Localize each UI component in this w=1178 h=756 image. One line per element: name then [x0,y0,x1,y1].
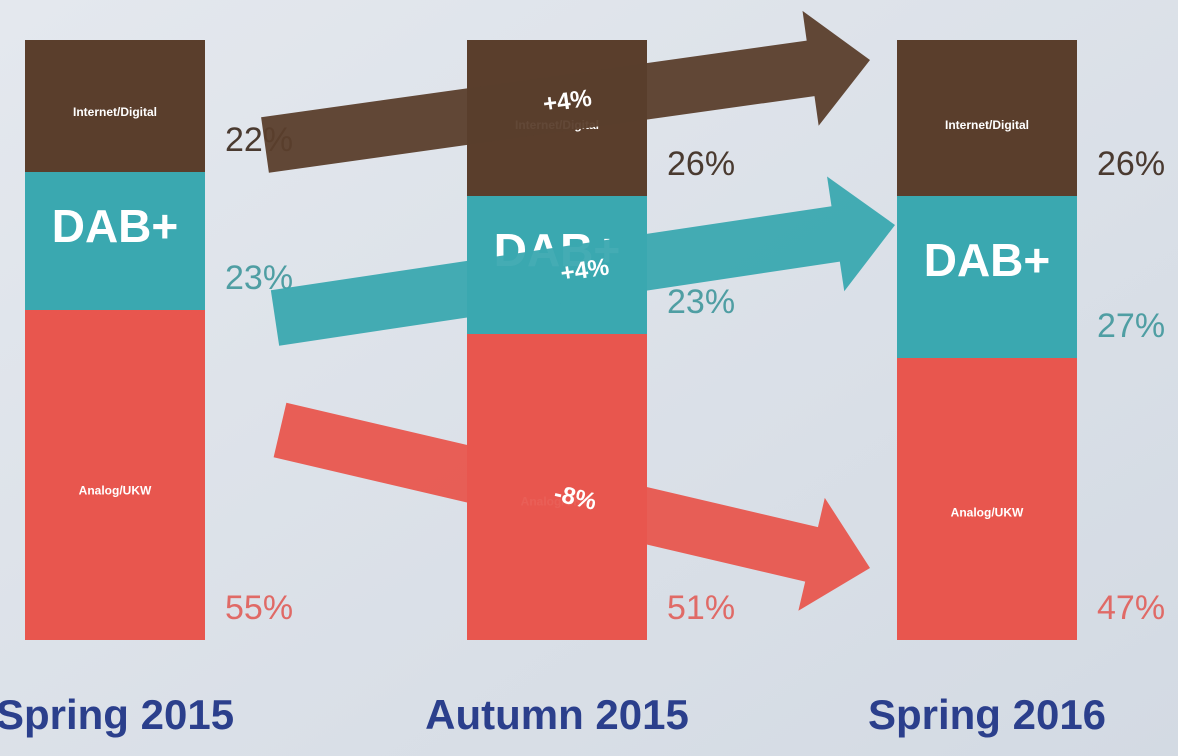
segment-name: DAB+ [924,234,1051,286]
segment-name: Analog/UKW [951,505,1024,519]
arrow: -8% [273,402,870,611]
bar-segment [897,358,1077,640]
segment-name: Analog/UKW [79,484,152,498]
category-label: Spring 2016 [868,691,1106,738]
arrow-label: +4% [541,85,593,119]
bar-segment [25,310,205,640]
value-label: 27% [1097,307,1165,345]
arrow-shape [261,10,870,173]
bar-segment [897,40,1077,196]
value-label: 23% [667,283,735,321]
arrow: +4% [261,10,870,173]
value-label: 26% [667,145,735,183]
category-label: Autumn 2015 [425,691,689,738]
bar-segment [25,172,205,310]
value-label: 26% [1097,145,1165,183]
bar-segment [897,196,1077,358]
value-label: 51% [667,589,735,627]
segment-name: Internet/Digital [73,105,157,119]
value-label: 55% [225,589,293,627]
arrow: +4% [270,176,896,346]
value-label: 47% [1097,589,1165,627]
segment-name: Internet/Digital [945,118,1029,132]
arrow-shape [273,402,870,611]
arrow-shape [270,176,896,346]
segment-name: DAB+ [52,200,179,252]
bar-segment [25,40,205,172]
category-label: Spring 2015 [0,691,234,738]
